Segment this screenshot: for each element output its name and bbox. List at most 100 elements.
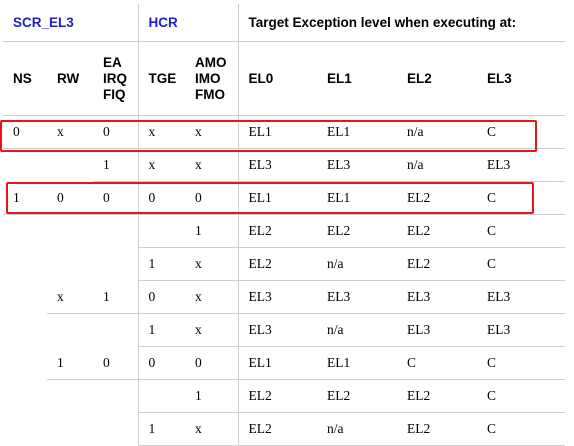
cell-el0: EL3 xyxy=(238,313,318,347)
cell-ea-irq-fiq xyxy=(93,214,139,248)
cell-ns: 0 xyxy=(3,115,47,149)
cell-ns xyxy=(3,281,47,314)
cell-ns xyxy=(3,215,47,248)
cell-tge: 1 xyxy=(138,313,186,347)
col-header-el0: EL0 xyxy=(238,41,318,116)
cell-el2: EL2 xyxy=(397,181,478,215)
cell-el0: EL2 xyxy=(238,379,318,413)
cell-el2: EL3 xyxy=(397,280,478,314)
cell-tge xyxy=(137,214,186,248)
cell-el2: EL2 xyxy=(397,412,478,446)
cell-el3: C xyxy=(477,214,566,248)
cell-ea-irq-fiq xyxy=(93,379,139,413)
table-row: 1 0 0 0 0 EL1 EL1 EL2 C xyxy=(3,181,566,215)
cell-ea-irq-fiq: 0 xyxy=(93,346,139,380)
cell-el3: EL3 xyxy=(477,148,566,182)
cell-amo-imo-fmo: x xyxy=(185,313,239,347)
cell-el0: EL2 xyxy=(238,214,318,248)
cell-el1: EL3 xyxy=(317,280,398,314)
cell-ns xyxy=(3,149,47,182)
cell-amo-imo-fmo: x xyxy=(185,148,239,182)
cell-ns xyxy=(3,380,47,413)
cell-el1: EL2 xyxy=(317,379,398,413)
exception-routing-table: SCR_EL3 HCR Target Exception level when … xyxy=(3,4,566,446)
cell-el1: EL2 xyxy=(317,214,398,248)
col-header-ea-irq-fiq: EA IRQ FIQ xyxy=(93,41,139,116)
cell-el0: EL1 xyxy=(238,346,318,380)
hcr-group-header: HCR xyxy=(138,4,239,42)
col-header-el2: EL2 xyxy=(397,41,478,116)
cell-ns: 1 xyxy=(3,181,47,215)
cell-el1: n/a xyxy=(317,412,398,446)
target-el-group-header: Target Exception level when executing at… xyxy=(248,14,517,30)
cell-el3: C xyxy=(477,412,566,446)
table-row: 1 x EL3 n/a EL3 EL3 xyxy=(3,313,566,347)
cell-ns xyxy=(3,347,47,380)
cell-tge: x xyxy=(138,115,186,149)
cell-rw: 0 xyxy=(47,181,93,215)
cell-rw xyxy=(47,314,93,347)
cell-tge: 0 xyxy=(138,346,186,380)
cell-el2: n/a xyxy=(397,148,478,182)
cell-el2: EL2 xyxy=(397,247,478,281)
cell-el3: C xyxy=(477,247,566,281)
cell-amo-imo-fmo: 0 xyxy=(185,346,239,380)
cell-ns xyxy=(3,248,47,281)
table-row: 1 0 0 0 EL1 EL1 C C xyxy=(3,346,566,380)
cell-tge: 0 xyxy=(138,181,186,215)
cell-amo-imo-fmo: 0 xyxy=(185,181,239,215)
table-row: 0 x 0 x x EL1 EL1 n/a C xyxy=(3,115,566,149)
table-row: 1 x EL2 n/a EL2 C xyxy=(3,412,566,446)
cell-el2: C xyxy=(397,346,478,380)
table-row: 1 x x EL3 EL3 n/a EL3 xyxy=(3,148,566,182)
cell-ea-irq-fiq: 1 xyxy=(93,148,139,182)
col-header-rw: RW xyxy=(47,41,93,116)
cell-amo-imo-fmo: x xyxy=(185,280,239,314)
cell-tge: 1 xyxy=(138,412,186,446)
cell-amo-imo-fmo: x xyxy=(185,247,239,281)
cell-rw: x xyxy=(47,280,93,314)
cell-rw: x xyxy=(47,115,93,149)
cell-rw xyxy=(47,215,93,248)
cell-tge: x xyxy=(138,148,186,182)
ea-irq-fiq-label: EA IRQ FIQ xyxy=(103,54,128,102)
cell-amo-imo-fmo: 1 xyxy=(185,379,239,413)
cell-ea-irq-fiq: 0 xyxy=(93,181,139,215)
cell-tge: 0 xyxy=(138,280,186,314)
cell-el0: EL1 xyxy=(238,181,318,215)
cell-amo-imo-fmo: 1 xyxy=(185,214,239,248)
cell-el2: EL2 xyxy=(397,379,478,413)
cell-rw xyxy=(47,380,93,413)
cell-rw xyxy=(47,413,93,446)
table-row: 1 EL2 EL2 EL2 C xyxy=(3,379,566,413)
col-header-el3: EL3 xyxy=(477,41,566,116)
col-header-el1: EL1 xyxy=(317,41,398,116)
cell-ea-irq-fiq xyxy=(93,247,139,281)
table-row: 1 x EL2 n/a EL2 C xyxy=(3,247,566,281)
cell-el1: EL1 xyxy=(317,181,398,215)
table-row: 1 EL2 EL2 EL2 C xyxy=(3,214,566,248)
cell-ea-irq-fiq xyxy=(93,412,139,446)
cell-el2: n/a xyxy=(397,115,478,149)
cell-el3: C xyxy=(477,379,566,413)
cell-ns xyxy=(3,413,47,446)
cell-ns xyxy=(3,314,47,347)
cell-el0: EL1 xyxy=(238,115,318,149)
col-header-tge: TGE xyxy=(138,41,186,116)
cell-amo-imo-fmo: x xyxy=(185,412,239,446)
cell-el3: C xyxy=(477,181,566,215)
table-body: 0 x 0 x x EL1 EL1 n/a C 1 x x EL3 EL3 n/a EL3 1 0 0 0 0 EL1 EL… xyxy=(3,115,566,446)
cell-el1: EL3 xyxy=(317,148,398,182)
cell-rw xyxy=(47,248,93,281)
cell-el3: EL3 xyxy=(477,313,566,347)
cell-el1: EL1 xyxy=(317,346,398,380)
cell-tge: 1 xyxy=(138,247,186,281)
cell-rw xyxy=(47,149,93,182)
cell-el3: C xyxy=(477,346,566,380)
amo-imo-fmo-label: AMO IMO FMO xyxy=(195,54,227,102)
cell-el0: EL2 xyxy=(238,412,318,446)
cell-tge xyxy=(137,379,186,413)
cell-ea-irq-fiq: 1 xyxy=(93,280,139,314)
cell-el3: EL3 xyxy=(477,280,566,314)
cell-el1: n/a xyxy=(317,247,398,281)
